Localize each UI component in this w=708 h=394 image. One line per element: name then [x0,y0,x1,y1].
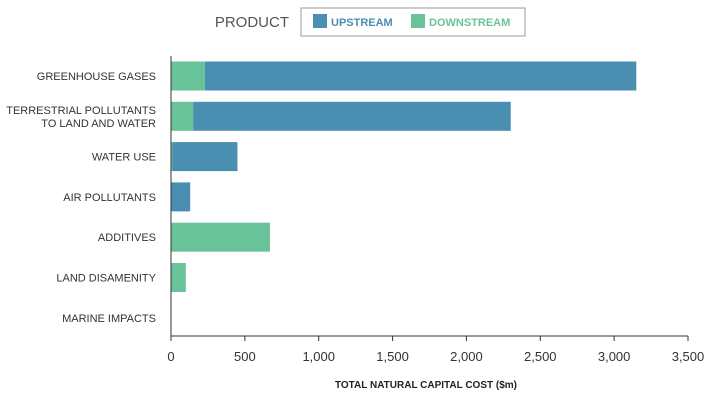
bar-upstream-terrestrial-pollutants-to-land-and-water [193,101,511,131]
legend-label-downstream: DOWNSTREAM [429,17,510,29]
x-tick-label: 2,000 [450,349,483,364]
category-label-land-disamenity: LAND DISAMENITY [56,273,156,285]
x-tick-label: 2,500 [524,349,557,364]
x-tick-label: 1,000 [302,349,335,364]
bar-upstream-air-pollutants [171,182,191,212]
legend-swatch-downstream [411,14,425,28]
x-tick-label: 3,500 [672,349,705,364]
bar-downstream-terrestrial-pollutants-to-land-and-water [171,101,194,131]
category-label-marine-impacts: MARINE IMPACTS [62,313,156,325]
category-label-water-use: WATER USE [92,152,156,164]
category-labels: GREENHOUSE GASES TERRESTRIAL POLLUTANTS TO… [6,71,156,325]
legend-label-upstream: UPSTREAM [331,17,393,29]
x-axis-ticks: 0 500 1,000 1,500 2,000 2,500 3,000 3,500 [167,336,704,364]
x-tick-label: 500 [234,349,256,364]
x-tick-label: 0 [167,349,174,364]
bar-downstream-additives [171,222,270,252]
legend: PRODUCT UPSTREAM DOWNSTREAM [215,7,526,37]
category-label-air-pollutants: AIR POLLUTANTS [63,192,156,204]
legend-title: PRODUCT [215,14,289,31]
x-axis-title: TOTAL NATURAL CAPITAL COST ($m) [335,380,517,391]
legend-swatch-upstream [313,14,327,28]
bar-upstream-water-use [172,142,238,172]
x-tick-label: 3,000 [598,349,631,364]
bars-group [171,61,637,292]
bar-upstream-greenhouse-gases [204,61,637,91]
x-tick-label: 1,500 [376,349,409,364]
category-label-greenhouse-gases: GREENHOUSE GASES [37,71,156,83]
category-label-terrestrial-pollutants-to-land-and-water: TERRESTRIAL POLLUTANTS TO LAND AND WATER [6,105,156,130]
bar-downstream-greenhouse-gases [171,61,205,91]
bar-downstream-land-disamenity [171,263,186,292]
bar-downstream-water-use [171,142,173,172]
category-label-additives: ADDITIVES [98,232,156,244]
